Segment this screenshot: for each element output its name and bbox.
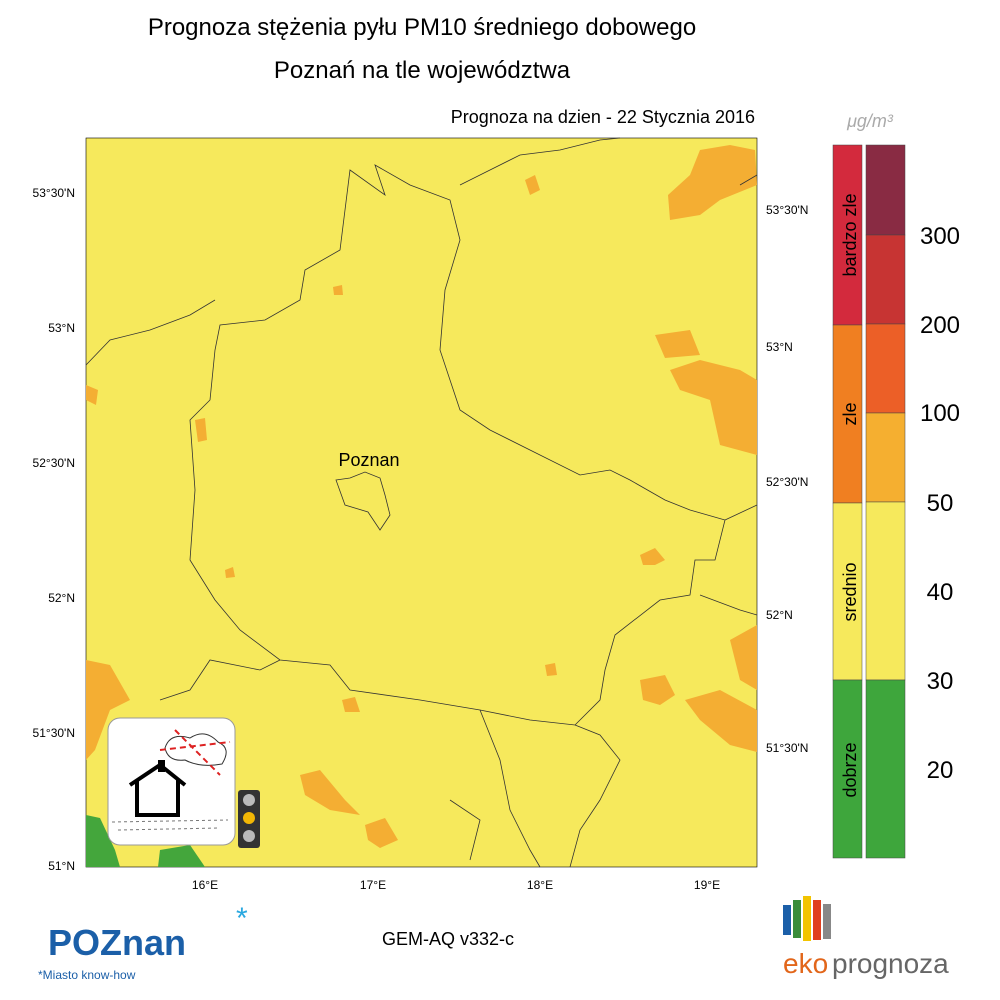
lat-label: 53°N — [766, 340, 793, 354]
level: 20 — [927, 757, 954, 784]
unit: μg/m³ — [846, 111, 894, 131]
category: dobrze — [840, 742, 860, 797]
lat-label: 53°30'N — [33, 186, 75, 200]
lon-label: 16°E — [192, 878, 218, 892]
date-label: Prognoza na dzien - 22 Stycznia 2016 — [451, 107, 755, 127]
footer: POZnan * *Miasto know-how GEM-AQ v332-c … — [38, 896, 949, 982]
legend: μg/m³ bardzo zle zle srednio dobrze 300 … — [832, 111, 960, 859]
poznan-tagline: *Miasto know-how — [38, 968, 136, 982]
level: 30 — [927, 668, 954, 695]
prognoza-text: prognoza — [832, 948, 949, 979]
level: 50 — [927, 490, 954, 517]
good-areas — [86, 815, 205, 867]
lon-label: 17°E — [360, 878, 386, 892]
lon-label: 19°E — [694, 878, 720, 892]
borders — [85, 137, 758, 868]
lat-label: 52°30'N — [33, 456, 75, 470]
city-label: Poznan — [338, 450, 399, 470]
subtitle: Poznań na tle województwa — [274, 57, 571, 84]
lon-label: 18°E — [527, 878, 553, 892]
category: bardzo zle — [840, 193, 860, 276]
category: srednio — [840, 562, 860, 621]
logo-star: * — [236, 902, 248, 935]
lat-label: 52°30'N — [766, 475, 808, 489]
level: 100 — [920, 400, 960, 427]
lat-label: 53°30'N — [766, 203, 808, 217]
lat-label: 51°30'N — [33, 726, 75, 740]
poznan-logo: POZnan — [48, 922, 186, 963]
map-axes: 53°30'N 53°N 52°30'N 52°N 51°30'N 51°N 5… — [33, 186, 809, 892]
lat-label: 52°N — [48, 591, 75, 605]
traffic-light — [238, 790, 260, 848]
pollution-areas — [86, 145, 757, 848]
lat-label: 51°30'N — [766, 741, 808, 755]
lat-label: 51°N — [48, 859, 75, 873]
level: 200 — [920, 312, 960, 339]
house-icon — [107, 717, 236, 846]
model: GEM-AQ v332-c — [382, 929, 514, 949]
eko-logo-bars — [783, 896, 831, 941]
eko-text: eko — [783, 948, 828, 979]
category: zle — [840, 402, 860, 425]
lat-label: 52°N — [766, 608, 793, 622]
level: 40 — [927, 579, 954, 606]
title: Prognoza stężenia pyłu PM10 średniego do… — [148, 14, 696, 41]
lat-label: 53°N — [48, 321, 75, 335]
map: Poznan 53°30'N 53°N 52°30'N 52°N 51°30'N… — [33, 137, 809, 892]
level: 300 — [920, 223, 960, 250]
